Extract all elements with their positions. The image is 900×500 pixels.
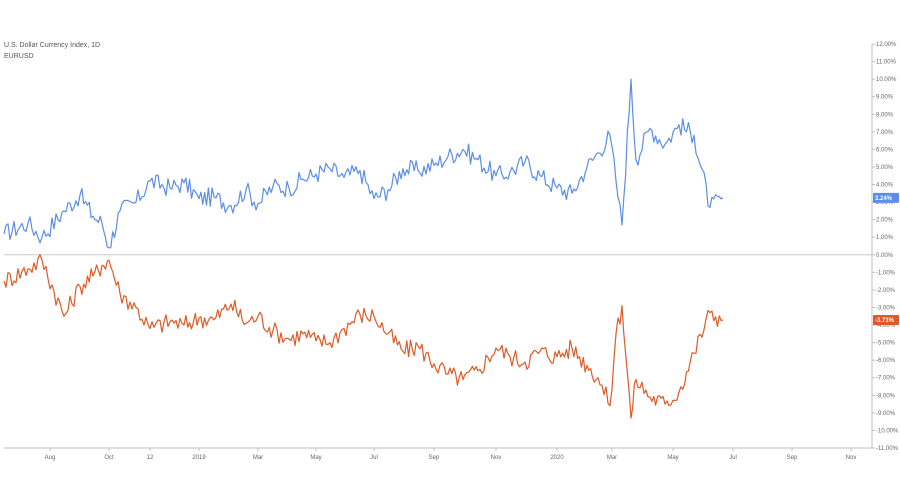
x-tick-label: Nov <box>491 455 502 461</box>
y-tick-label: 3.00% <box>876 200 894 206</box>
y-tick-label: 8.00% <box>876 112 894 118</box>
y-tick-label: 12.00% <box>876 42 897 48</box>
y-tick-label: -6.00% <box>876 358 896 364</box>
axes: 12.00% 11.00% 10.00% 9.00% 8.00% 7.00% 6.00% 5.… <box>4 42 899 461</box>
legend: U.S. Dollar Currency Index, 1D EURUSD <box>4 40 100 62</box>
last-value-badge <box>873 314 899 325</box>
plot-area <box>3 78 872 419</box>
y-tick-label: 11.00% <box>876 60 897 66</box>
last-value-label: -3.71% <box>875 318 895 324</box>
series-line-usd-index <box>3 78 724 249</box>
x-tick-label: Oct <box>104 455 114 461</box>
y-tick-label: -10.00% <box>876 428 899 434</box>
x-tick-label: May <box>310 455 321 461</box>
y-tick-label: 4.00% <box>876 183 894 189</box>
y-tick-label: 6.00% <box>876 147 894 153</box>
y-tick-label: 9.00% <box>876 95 894 101</box>
y-tick-label: -7.00% <box>876 376 896 382</box>
x-tick-label: May <box>667 455 678 461</box>
x-tick-label: 2020 <box>550 455 564 461</box>
y-tick-label: 2.00% <box>876 218 894 224</box>
x-tick-label: Aug <box>45 455 56 461</box>
y-tick-label: 0.00% <box>876 253 894 259</box>
y-tick-label: 7.00% <box>876 130 894 136</box>
x-tick-label: Jul <box>729 455 737 461</box>
y-tick-label: -5.00% <box>876 341 896 347</box>
x-tick-label: Jul <box>370 455 378 461</box>
y-tick-label: 10.00% <box>876 77 897 83</box>
last-value-badge <box>873 192 899 203</box>
x-tick-label: Mar <box>607 455 617 461</box>
x-tick-label: 12 <box>147 455 154 461</box>
x-tick-label: Sep <box>787 455 798 461</box>
y-tick-label: -1.00% <box>876 270 896 276</box>
y-tick-label: -2.00% <box>876 288 896 294</box>
series-line-eurusd <box>3 254 724 419</box>
legend-main-title: U.S. Dollar Currency Index, 1D <box>4 42 101 49</box>
x-tick-label: Nov <box>846 455 857 461</box>
y-tick-label: 5.00% <box>876 165 894 171</box>
x-tick-label: Sep <box>429 455 440 461</box>
y-tick-label: -4.00% <box>876 323 896 329</box>
y-tick-label: -3.00% <box>876 305 896 311</box>
y-tick-label: -8.00% <box>876 393 896 399</box>
y-tick-label: -9.00% <box>876 411 896 417</box>
last-value-label: 3.24% <box>875 196 893 202</box>
legend-compare-symbol: EURUSD <box>4 53 34 60</box>
x-tick-label: Mar <box>253 455 263 461</box>
y-tick-label: 1.00% <box>876 235 894 241</box>
x-tick-label: 2019 <box>192 455 206 461</box>
y-tick-label: -11.00% <box>876 446 899 452</box>
